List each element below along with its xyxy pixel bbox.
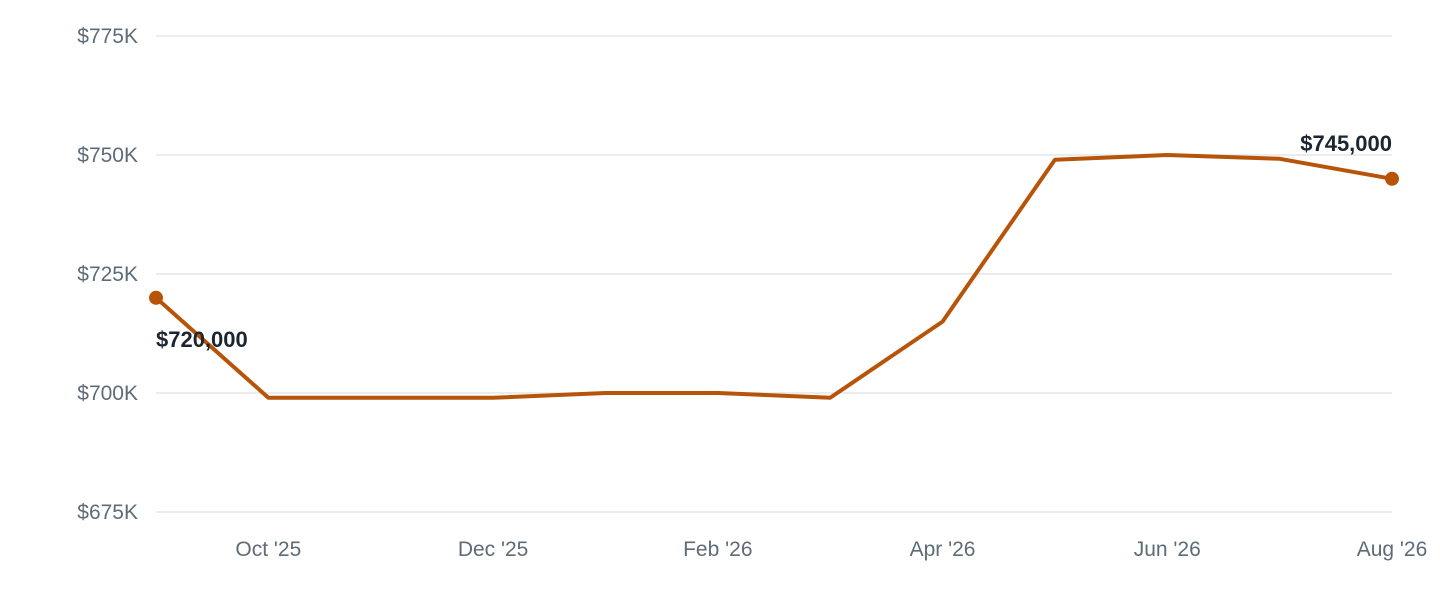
x-axis-ticks: Oct '25 Dec '25 Feb '26 Apr '26 Jun '26 Aug '… — [235, 538, 1427, 561]
y-tick-label: $675K — [77, 501, 138, 524]
y-tick-label: $750K — [77, 144, 138, 167]
series-group — [154, 153, 1394, 400]
y-tick-label: $775K — [77, 25, 138, 48]
y-axis-ticks: $675K $700K $725K $750K $775K — [77, 25, 138, 524]
series-line-0 — [154, 153, 1394, 400]
data-label: $745,000 — [1300, 131, 1392, 156]
endpoint-marker — [149, 290, 163, 305]
x-tick-label: Dec '25 — [458, 538, 529, 561]
endpoint-marker — [1385, 171, 1399, 186]
y-tick-label: $725K — [77, 263, 138, 286]
x-tick-label: Jun '26 — [1134, 538, 1201, 561]
grid-lines — [156, 35, 1392, 513]
data-label: $720,000 — [156, 327, 248, 352]
x-tick-label: Aug '26 — [1357, 538, 1428, 561]
x-tick-label: Feb '26 — [683, 538, 752, 561]
annotations: $720,000 $745,000 — [149, 131, 1399, 352]
x-tick-label: Apr '26 — [910, 538, 976, 561]
y-tick-label: $700K — [77, 382, 138, 405]
x-tick-label: Oct '25 — [235, 538, 301, 561]
